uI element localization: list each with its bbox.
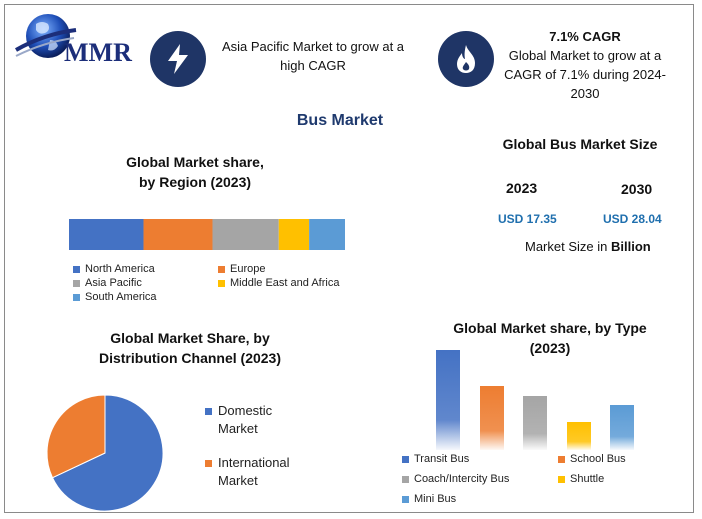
region-segment-south-america [309, 219, 345, 250]
legend-asia-pacific: Asia Pacific [73, 277, 142, 289]
legend-north-america: North America [73, 263, 155, 275]
region-segment-europe [143, 219, 213, 250]
distribution-chart-title: Global Market Share, by Distribution Cha… [98, 330, 282, 366]
type-bar-mini-bus [610, 405, 634, 450]
year-2023: 2023 [506, 180, 538, 196]
pie-slice-international [46, 394, 106, 479]
legend-mini-bus: Mini Bus [402, 493, 456, 505]
market-size-unit-note: Market Size in Billion [525, 239, 651, 254]
region-segment-north-america [69, 219, 144, 250]
page-title: Bus Market [296, 112, 384, 129]
distribution-pie [46, 394, 164, 512]
flame-icon [438, 31, 494, 87]
market-size-title: Global Bus Market Size [502, 136, 658, 152]
region-stacked-bar [69, 219, 345, 250]
region-chart-title: Global Market share, by Region (2023) [126, 154, 264, 190]
lightning-icon [150, 31, 206, 87]
type-bar-coach-intercity-bus [523, 396, 547, 450]
type-bar-school-bus [480, 386, 504, 450]
year-2030: 2030 [621, 181, 653, 197]
legend-international-market: International Market [205, 454, 290, 490]
legend-coach-intercity-bus: Coach/Intercity Bus [402, 473, 509, 485]
pie-slice-domestic [51, 394, 164, 512]
type-bar-chart [436, 350, 634, 450]
cagr-callout: 7.1% CAGR Global Market to grow at a CAG… [504, 29, 666, 101]
type-bar-shuttle [567, 422, 591, 450]
value-2030: USD 28.04 [603, 212, 662, 226]
asia-pacific-callout: Asia Pacific Market to grow at a high CA… [221, 39, 405, 73]
globe-logo-icon [15, 14, 77, 58]
legend-school-bus: School Bus [558, 453, 626, 465]
legend-shuttle: Shuttle [558, 473, 604, 485]
logo-text: MMR [64, 38, 132, 67]
legend-south-america: South America [73, 291, 157, 303]
type-bar-transit-bus [436, 350, 460, 450]
legend-transit-bus: Transit Bus [402, 453, 469, 465]
region-segment-asia-pacific [212, 219, 279, 250]
legend-domestic-market: Domestic Market [205, 402, 272, 438]
region-segment-middle-east-and-africa [278, 219, 310, 250]
legend-europe: Europe [218, 263, 265, 275]
value-2023: USD 17.35 [498, 212, 557, 226]
type-chart-title: Global Market share, by Type (2023) [453, 320, 647, 356]
legend-middle-east-africa: Middle East and Africa [218, 277, 339, 289]
